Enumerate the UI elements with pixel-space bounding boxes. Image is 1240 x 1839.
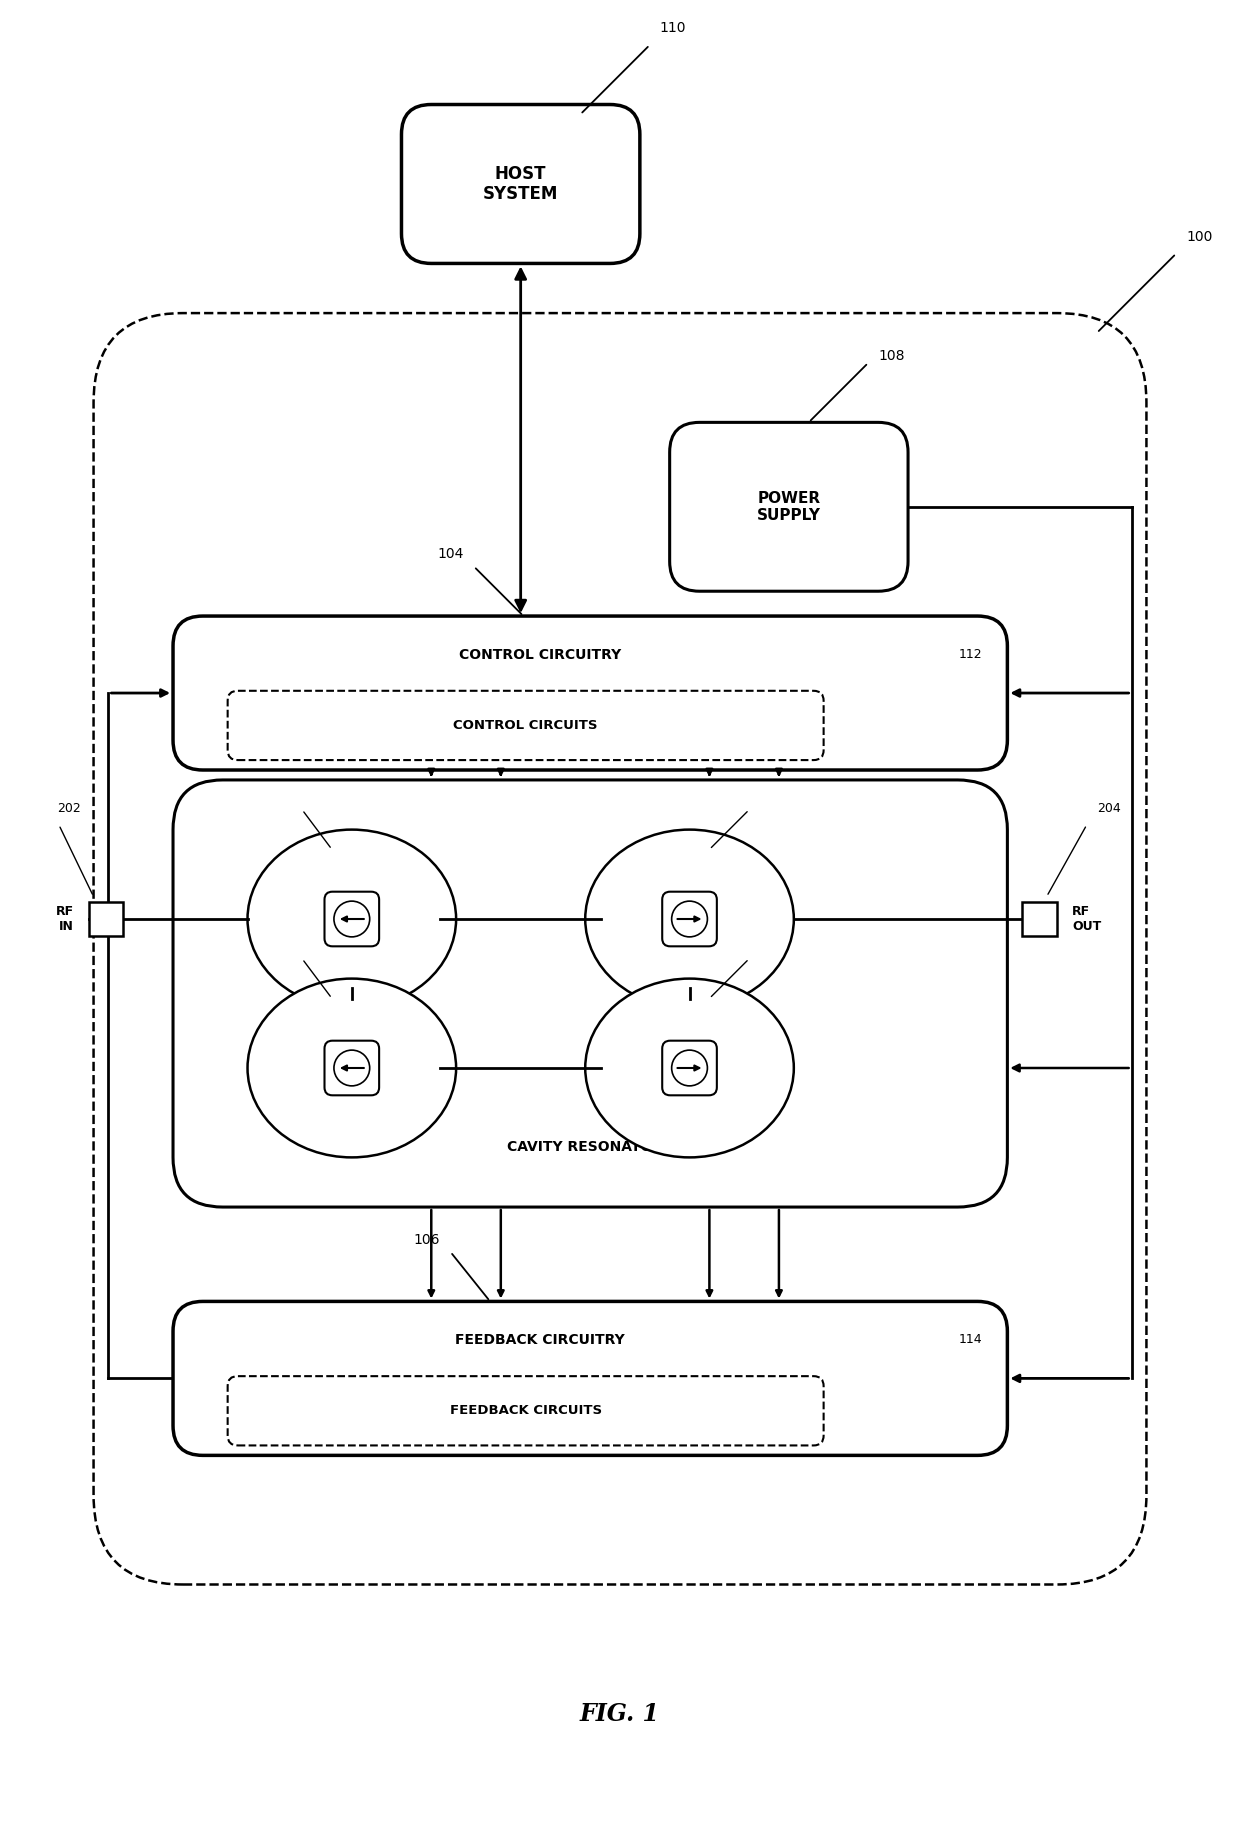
FancyBboxPatch shape [1022,901,1056,936]
Text: 102: 102 [303,787,326,800]
Text: FIG. 1: FIG. 1 [580,1701,660,1725]
Ellipse shape [248,978,456,1157]
FancyBboxPatch shape [174,780,1007,1206]
FancyBboxPatch shape [402,105,640,263]
Text: CONTROL CIRCUITRY: CONTROL CIRCUITRY [459,647,621,662]
FancyBboxPatch shape [174,1302,1007,1455]
Text: CAVITY RESONATORS: CAVITY RESONATORS [507,1140,673,1155]
Text: 100: 100 [1187,230,1213,243]
Text: 204: 204 [1096,802,1121,815]
Ellipse shape [585,978,794,1157]
Text: FEEDBACK CIRCUITS: FEEDBACK CIRCUITS [450,1405,601,1418]
Circle shape [672,1050,707,1085]
Circle shape [334,1050,370,1085]
FancyBboxPatch shape [662,1041,717,1096]
Text: 114: 114 [959,1333,982,1346]
FancyBboxPatch shape [228,1376,823,1445]
FancyBboxPatch shape [325,892,379,947]
Ellipse shape [585,829,794,1008]
Text: 110: 110 [660,20,686,35]
Text: RF
IN: RF IN [56,905,73,932]
Circle shape [334,901,370,936]
Text: 202: 202 [57,802,81,815]
FancyBboxPatch shape [88,901,123,936]
Text: RF
OUT: RF OUT [1071,905,1101,932]
Text: 104: 104 [438,548,464,561]
Text: 108: 108 [878,349,905,362]
Text: HOST
SYSTEM: HOST SYSTEM [484,164,558,204]
Text: POWER
SUPPLY: POWER SUPPLY [756,491,821,522]
Text: 112: 112 [959,647,982,660]
Text: 102: 102 [759,787,782,800]
Ellipse shape [248,829,456,1008]
Text: 106: 106 [414,1232,440,1247]
Text: CONTROL CIRCUITS: CONTROL CIRCUITS [454,719,598,732]
FancyBboxPatch shape [325,1041,379,1096]
FancyBboxPatch shape [228,691,823,760]
FancyBboxPatch shape [670,423,908,590]
Text: 102: 102 [303,936,326,949]
Circle shape [672,901,707,936]
FancyBboxPatch shape [93,313,1147,1585]
FancyBboxPatch shape [174,616,1007,771]
FancyBboxPatch shape [662,892,717,947]
Text: 102: 102 [759,936,782,949]
Text: FEEDBACK CIRCUITRY: FEEDBACK CIRCUITRY [455,1333,625,1346]
